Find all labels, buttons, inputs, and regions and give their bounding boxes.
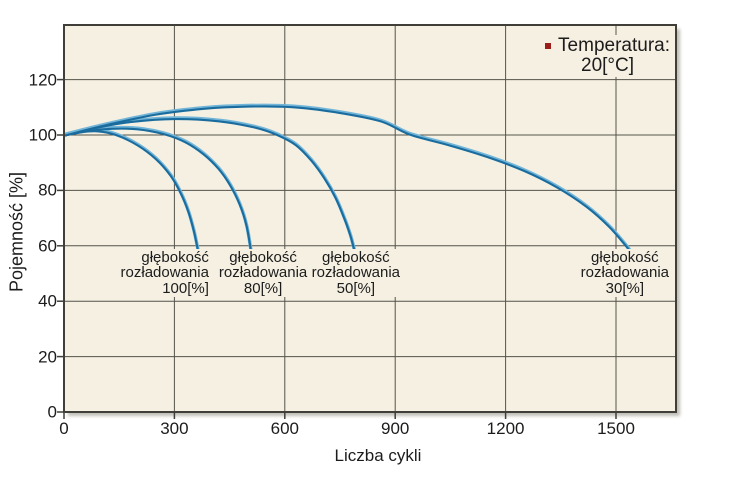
curve-dod-30 xyxy=(65,105,633,255)
annotation-line: 80[%] xyxy=(243,279,283,297)
annotation-line: głębokość xyxy=(591,248,659,266)
annotation-dod: głębokość rozładowania 50[%] xyxy=(308,248,404,298)
x-tick-label: 1500 xyxy=(597,419,635,438)
curves-group xyxy=(65,103,634,255)
annotation-line: głębokość xyxy=(322,248,390,266)
annotation-dod: głębokość rozładowania 80[%] xyxy=(215,248,311,298)
legend-label: Temperatura: xyxy=(558,35,670,56)
y-tick-label: 60 xyxy=(38,236,57,256)
annotation-line: rozładowania xyxy=(311,264,401,282)
y-tick-label: 0 xyxy=(47,402,57,422)
annotation-dod: głębokość rozładowania 100[%] xyxy=(117,248,212,298)
annotation-line: 100[%] xyxy=(162,279,209,297)
x-tick-label: 1200 xyxy=(486,419,525,438)
legend-marker-icon xyxy=(545,43,552,49)
y-tick-label: 120 xyxy=(28,70,57,90)
curve-dod-80 xyxy=(65,127,252,252)
annotation-line: głębokość xyxy=(229,248,297,266)
y-tick-label: 100 xyxy=(28,125,57,145)
legend-value: 20[°C] xyxy=(581,55,635,76)
x-tick-label: 0 xyxy=(59,419,69,438)
y-axis-title: Pojemność [%] xyxy=(6,171,27,293)
annotation-dod: głębokość rozładowania 30[%] xyxy=(577,248,673,298)
annotation-line: 50[%] xyxy=(336,279,375,297)
plot-border xyxy=(63,24,677,413)
plot-background xyxy=(64,25,676,412)
annotation-line: głębokość xyxy=(141,248,209,266)
annotation-line: rozładowania xyxy=(218,264,308,282)
y-tick-label: 20 xyxy=(38,347,57,367)
x-tick-label: 900 xyxy=(381,419,410,438)
annotation-line: 30[%] xyxy=(605,279,645,297)
x-tick-label: 600 xyxy=(270,419,299,438)
x-tick-label: 300 xyxy=(160,419,189,438)
curve-dod-50 xyxy=(65,118,356,252)
legend-line-1: Temperatura: xyxy=(545,36,670,56)
annotation-line: rozładowania xyxy=(120,264,209,282)
x-axis-title: Liczba cykli xyxy=(334,446,422,465)
y-tick-label: 40 xyxy=(38,291,57,311)
y-tick-label: 80 xyxy=(38,180,57,200)
annotation-line: rozładowania xyxy=(580,264,670,282)
legend: Temperatura: 20[°C] xyxy=(542,35,673,77)
